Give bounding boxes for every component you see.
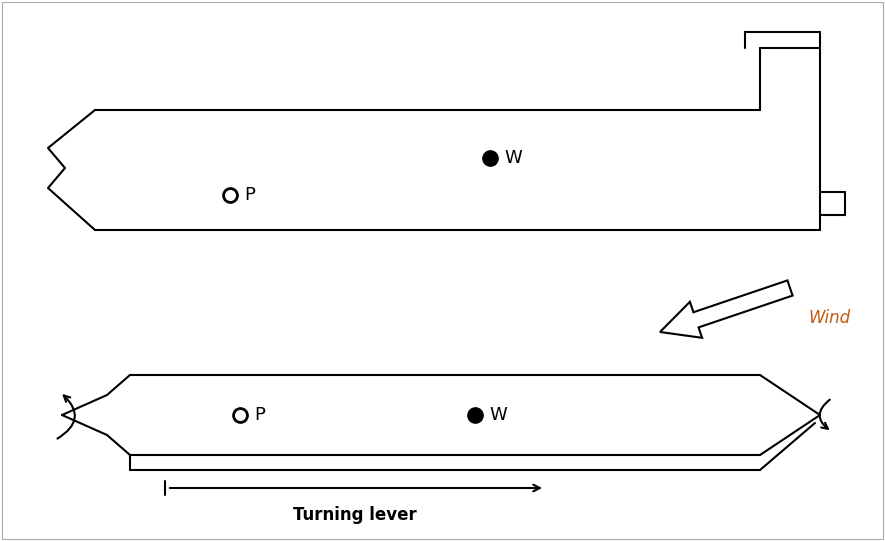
FancyArrowPatch shape — [58, 395, 75, 439]
FancyArrowPatch shape — [820, 400, 830, 429]
Polygon shape — [660, 280, 793, 338]
Text: Turning lever: Turning lever — [293, 506, 417, 524]
Text: Wind: Wind — [808, 309, 850, 327]
Text: P: P — [254, 406, 265, 424]
Text: W: W — [504, 149, 522, 167]
Text: W: W — [489, 406, 507, 424]
Text: P: P — [244, 186, 255, 204]
